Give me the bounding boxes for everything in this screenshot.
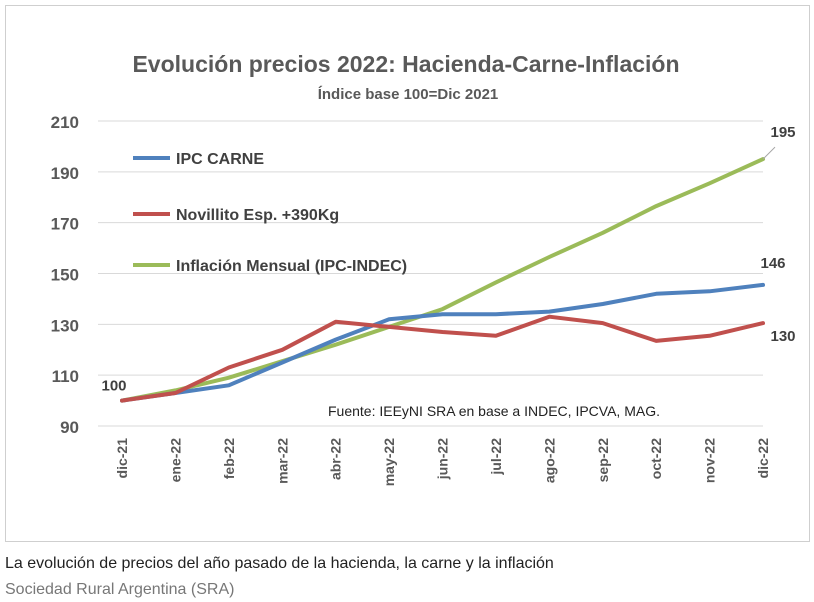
y-tick-label: 190: [51, 164, 79, 183]
data-label: 100: [101, 378, 126, 395]
data-label: 130: [770, 328, 795, 345]
series-line: [120, 157, 765, 403]
y-tick-label: 110: [52, 367, 79, 386]
x-tick-label: ene-22: [167, 438, 183, 483]
data-label: 195: [770, 124, 795, 141]
figure-caption: La evolución de precios del año pasado d…: [5, 555, 554, 572]
x-tick-label: dic-22: [755, 438, 771, 479]
legend-label: IPC CARNE: [176, 151, 264, 168]
y-tick-label: 90: [60, 418, 79, 437]
x-tick-label: ago-22: [541, 438, 557, 483]
figure-credit: Sociedad Rural Argentina (SRA): [5, 581, 235, 598]
y-tick-label: 210: [51, 113, 79, 132]
source-note: Fuente: IEEyNI SRA en base a INDEC, IPCV…: [328, 403, 660, 419]
chart-figure: 90 110 130 150 170 190 210 dic-21 ene-22 feb-22 ma…: [5, 5, 810, 542]
x-tick-label: jun-22: [435, 438, 451, 480]
series-line: [120, 314, 765, 403]
x-tick-label: feb-22: [221, 438, 237, 479]
x-tick-label: abr-22: [328, 438, 344, 480]
x-tick-label: nov-22: [702, 438, 718, 483]
annotation-leader: [762, 146, 776, 160]
series-line: [120, 282, 765, 403]
x-tick-label: dic-21: [114, 438, 130, 479]
chart-title: Evolución precios 2022: Hacienda-Carne-I…: [132, 51, 679, 77]
x-tick-label: jul-22: [488, 438, 504, 476]
x-tick-label: may-22: [381, 438, 397, 486]
legend-label: Inflación Mensual (IPC-INDEC): [176, 258, 407, 275]
x-tick-label: mar-22: [274, 438, 290, 484]
data-label: 146: [760, 255, 785, 272]
chart-subtitle: Índice base 100=Dic 2021: [318, 86, 499, 103]
x-tick-label: sep-22: [595, 438, 611, 483]
y-tick-label: 130: [51, 316, 79, 335]
line-chart: 90 110 130 150 170 190 210 dic-21 ene-22 feb-22 ma…: [51, 51, 796, 486]
x-tick-label: oct-22: [648, 438, 664, 479]
y-tick-label: 170: [51, 215, 79, 234]
legend-label: Novillito Esp. +390Kg: [176, 207, 339, 224]
y-tick-label: 150: [51, 266, 79, 285]
